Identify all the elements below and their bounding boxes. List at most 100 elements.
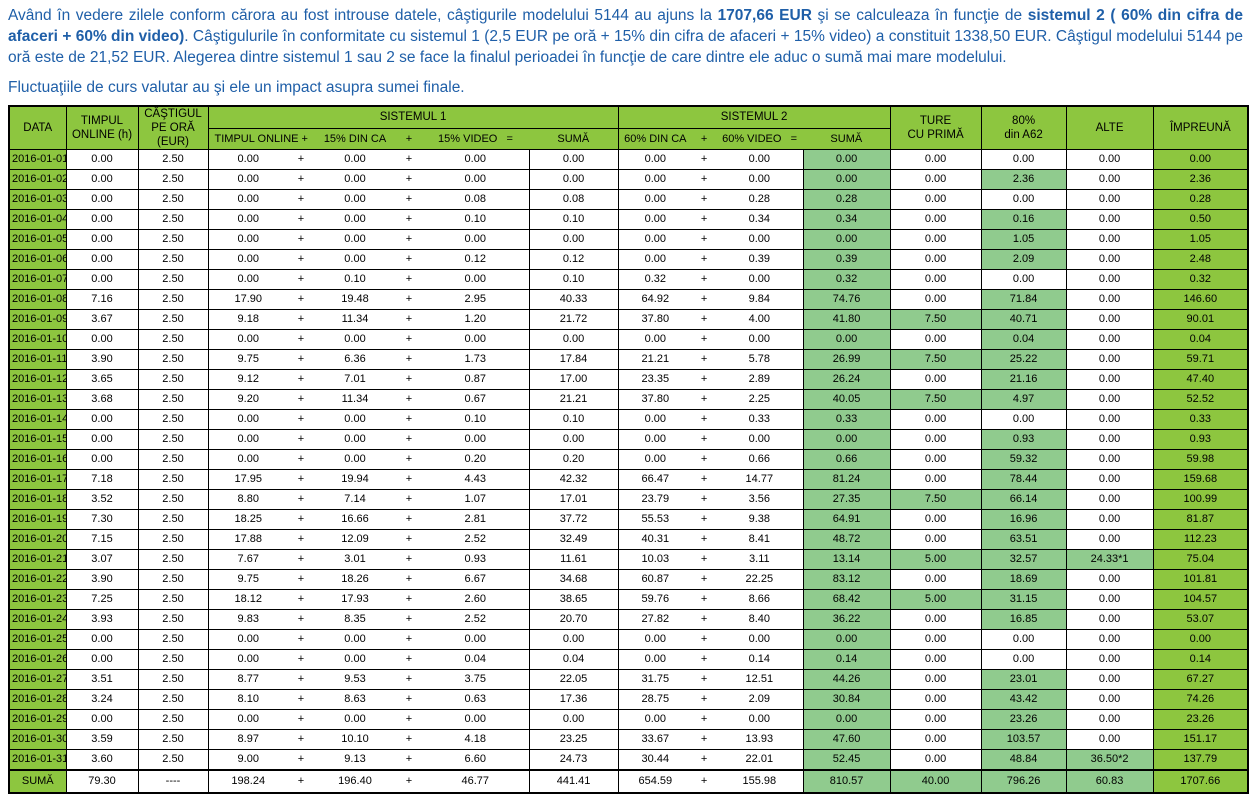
plus-sign: + bbox=[692, 469, 717, 490]
cell-s1-suma: 21.72 bbox=[528, 309, 619, 330]
table-body: 2016-01-01 0.00 2.50 0.00 +0.00 +0.00 0.00 0.00… bbox=[8, 149, 1249, 794]
cell-s2-60-video: 0.33 bbox=[716, 409, 804, 430]
cell-s1-15-din-ca: 12.09 bbox=[314, 529, 396, 550]
cell-s2-60-video: 8.40 bbox=[716, 609, 804, 630]
table-row: 2016-01-08 7.16 2.50 17.90 +19.48 +2.95 40.33 6… bbox=[8, 289, 1249, 310]
cell-alte: 0.00 bbox=[1065, 709, 1154, 730]
cell-s2-60-video: 9.38 bbox=[716, 509, 804, 530]
intro-text: şi se calculeaza în funcţie de bbox=[811, 7, 1028, 24]
plus-sign: + bbox=[288, 669, 314, 690]
plus-sign: + bbox=[288, 489, 314, 510]
plus-sign: + bbox=[692, 709, 717, 730]
cell-s2-60-din-ca: 0.00 bbox=[617, 429, 693, 450]
cell-s2-suma: 81.24 bbox=[802, 469, 891, 490]
cell-impreuna: 137.79 bbox=[1152, 749, 1249, 771]
currency-note: Fluctuaţiile de curs valutar au şi ele u… bbox=[8, 79, 465, 96]
cell-ture-cu-prima: 0.00 bbox=[889, 689, 982, 710]
plus-sign: + bbox=[288, 309, 314, 330]
cell-s1-suma: 22.05 bbox=[528, 669, 619, 690]
cell-ture-cu-prima: 0.00 bbox=[889, 169, 982, 190]
cell-impreuna: 23.26 bbox=[1152, 709, 1249, 730]
plus-sign: + bbox=[692, 609, 717, 630]
cell-80-din-a62: 16.85 bbox=[980, 609, 1067, 630]
plus-sign: + bbox=[396, 589, 422, 610]
plus-sign: + bbox=[288, 729, 314, 750]
cell-impreuna: 151.17 bbox=[1152, 729, 1249, 750]
plus-sign: + bbox=[396, 529, 422, 550]
cell-s1-suma: 42.32 bbox=[528, 469, 619, 490]
cell-ture-cu-prima: 0.00 bbox=[889, 469, 982, 490]
cell-castig-ora: 2.50 bbox=[137, 729, 209, 750]
cell-timpul-online: 0.00 bbox=[65, 209, 139, 230]
cell-s1-suma: 17.84 bbox=[528, 349, 619, 370]
cell-s1-suma: 0.20 bbox=[528, 449, 619, 470]
cell-ture-cu-prima: 0.00 bbox=[889, 249, 982, 270]
cell-impreuna: 0.50 bbox=[1152, 209, 1249, 230]
cell-timpul-online: 3.65 bbox=[65, 369, 139, 390]
cell-80-din-a62: 0.00 bbox=[980, 269, 1067, 290]
cell-s1-15-video: 2.52 bbox=[422, 609, 530, 630]
subheader-s2-60-din-ca: 60% DIN CA bbox=[617, 128, 693, 150]
cell-s2-suma: 0.00 bbox=[802, 629, 891, 650]
cell-alte: 0.00 bbox=[1065, 209, 1154, 230]
cell-impreuna: 0.28 bbox=[1152, 189, 1249, 210]
cell-s2-suma: 0.66 bbox=[802, 449, 891, 470]
cell-s1-15-din-ca: 11.34 bbox=[314, 309, 396, 330]
cell-timpul-online: 0.00 bbox=[65, 449, 139, 470]
plus-sign: + bbox=[288, 229, 314, 250]
cell-castig-ora: 2.50 bbox=[137, 549, 209, 570]
col-header-data: DATA bbox=[8, 105, 67, 150]
cell-s1-15-din-ca: 0.00 bbox=[314, 709, 396, 730]
cell-ture-cu-prima: 0.00 bbox=[889, 709, 982, 730]
cell-s2-suma: 0.14 bbox=[802, 649, 891, 670]
cell-impreuna: 100.99 bbox=[1152, 489, 1249, 510]
table-row: 2016-01-12 3.65 2.50 9.12 +7.01 +0.87 17.00 23.… bbox=[8, 369, 1249, 390]
cell-impreuna: 0.14 bbox=[1152, 649, 1249, 670]
cell-s1-suma: 0.08 bbox=[528, 189, 619, 210]
cell-s1-suma: 21.21 bbox=[528, 389, 619, 410]
cell-timpul-online: 3.07 bbox=[65, 549, 139, 570]
col-header-80-din-a62: 80% din A62 bbox=[980, 105, 1067, 150]
cell-impreuna: 59.98 bbox=[1152, 449, 1249, 470]
cell-ture-cu-prima: 0.00 bbox=[889, 269, 982, 290]
cell-s1-suma: 0.00 bbox=[528, 429, 619, 450]
cell-ture-cu-prima: 5.00 bbox=[889, 589, 982, 610]
cell-s2-60-video: 4.00 bbox=[716, 309, 804, 330]
cell-s2-60-din-ca: 55.53 bbox=[617, 509, 693, 530]
plus-sign: + bbox=[396, 469, 422, 490]
cell-timpul-online: 0.00 bbox=[65, 409, 139, 430]
cell-timpul-online: 7.30 bbox=[65, 509, 139, 530]
col-header-sistemul-1: SISTEMUL 1 bbox=[207, 105, 619, 130]
col-header-sistemul-2: SISTEMUL 2 bbox=[617, 105, 891, 130]
cell-s1-suma: 0.10 bbox=[528, 209, 619, 230]
cell-alte: 0.00 bbox=[1065, 229, 1154, 250]
cell-s2-60-video: 2.09 bbox=[716, 689, 804, 710]
cell-s2-suma: 27.35 bbox=[802, 489, 891, 510]
subheader-s1-suma: SUMĂ bbox=[529, 128, 619, 150]
cell-80-din-a62: 0.93 bbox=[980, 429, 1067, 450]
cell-s2-suma: 74.76 bbox=[802, 289, 891, 310]
cell-date: 2016-01-07 bbox=[8, 269, 67, 290]
cell-alte: 0.00 bbox=[1065, 309, 1154, 330]
plus-sign: + bbox=[692, 509, 717, 530]
cell-80-din-a62: 16.96 bbox=[980, 509, 1067, 530]
plus-sign: + bbox=[396, 309, 422, 330]
plus-sign: + bbox=[396, 329, 422, 350]
cell-s1-timpul-online: 18.25 bbox=[207, 509, 288, 530]
plus-sign: + bbox=[288, 289, 314, 310]
cell-s1-suma: 0.00 bbox=[528, 149, 619, 170]
cell-timpul-online: 7.16 bbox=[65, 289, 139, 310]
cell-date: 2016-01-24 bbox=[8, 609, 67, 630]
plus-sign: + bbox=[288, 369, 314, 390]
cell-timpul-online: 0.00 bbox=[65, 189, 139, 210]
cell-impreuna: 0.32 bbox=[1152, 269, 1249, 290]
cell-s1-15-din-ca: 3.01 bbox=[314, 549, 396, 570]
plus-sign: + bbox=[396, 709, 422, 730]
cell-s2-suma: 0.00 bbox=[802, 709, 891, 730]
cell-80-din-a62: 66.14 bbox=[980, 489, 1067, 510]
cell-castig-ora: 2.50 bbox=[137, 589, 209, 610]
plus-sign: + bbox=[396, 669, 422, 690]
cell-castig-ora: ---- bbox=[137, 769, 209, 794]
cell-s1-timpul-online: 9.20 bbox=[207, 389, 288, 410]
cell-80-din-a62: 0.16 bbox=[980, 209, 1067, 230]
